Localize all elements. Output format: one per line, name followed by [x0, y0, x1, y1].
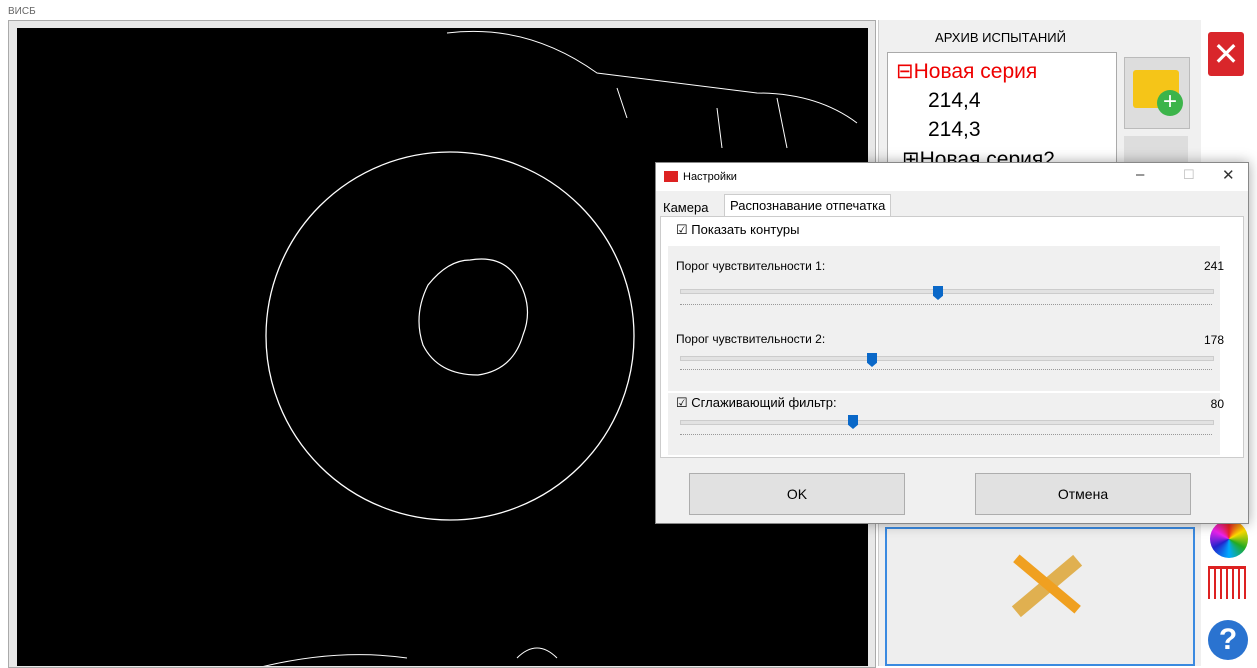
text: Показать контуры — [691, 222, 800, 237]
archive-tree: ⊟Новая серия 214,4 214,3 ⊞Новая серия2 — [887, 52, 1117, 171]
slider-label: Порог чувствительности 2: — [676, 332, 826, 346]
text: Новая серия — [913, 60, 1038, 83]
tree-item[interactable]: ⊟Новая серия — [896, 60, 1038, 83]
title-bar: Настройки – ☐ ✕ — [656, 163, 1248, 191]
tab[interactable]: Камера — [663, 200, 709, 215]
slider-group — [668, 246, 1220, 391]
edit-panel[interactable] — [885, 527, 1195, 666]
app-title: ВИСБ — [8, 6, 36, 17]
settings-dialog: Настройки – ☐ ✕ Камера Распознавание отп… — [655, 162, 1249, 524]
minimize-button[interactable]: – — [1136, 166, 1145, 183]
tree-item[interactable]: 214,3 — [928, 118, 981, 141]
slider-label: Порог чувствительности 1: — [676, 259, 826, 273]
archive-title: АРХИВ ИСПЫТАНИЙ — [935, 30, 1066, 45]
ok-button[interactable]: OK — [689, 473, 905, 515]
ruler-button[interactable] — [1208, 566, 1246, 599]
slider-value: 178 — [1203, 333, 1224, 347]
help-button[interactable]: ? — [1208, 620, 1248, 660]
app-icon — [664, 171, 678, 182]
add-folder-button[interactable]: + — [1124, 57, 1190, 129]
maximize-button[interactable]: ☐ — [1183, 167, 1195, 182]
dialog-title: Настройки — [683, 171, 737, 183]
color-button[interactable] — [1210, 520, 1248, 558]
slider-value: 80 — [1210, 397, 1224, 411]
folder-button[interactable] — [1124, 136, 1188, 166]
text: Сглаживающий фильтр: — [691, 395, 837, 410]
tree-item[interactable]: 214,4 — [928, 89, 981, 112]
close-dialog-button[interactable]: ✕ — [1222, 167, 1235, 184]
slider-thumb[interactable] — [867, 353, 877, 367]
checkbox[interactable]: ☑ Сглаживающий фильтр: — [676, 395, 837, 410]
slider-value: 241 — [1203, 259, 1224, 273]
tab-active[interactable]: Распознавание отпечатка — [724, 194, 892, 216]
cancel-button[interactable]: Отмена — [975, 473, 1191, 515]
slider-thumb[interactable] — [933, 286, 943, 300]
close-button[interactable]: ✕ — [1208, 32, 1244, 76]
slider-thumb[interactable] — [848, 415, 858, 429]
checkbox[interactable]: ☑ Показать контуры — [676, 222, 800, 237]
